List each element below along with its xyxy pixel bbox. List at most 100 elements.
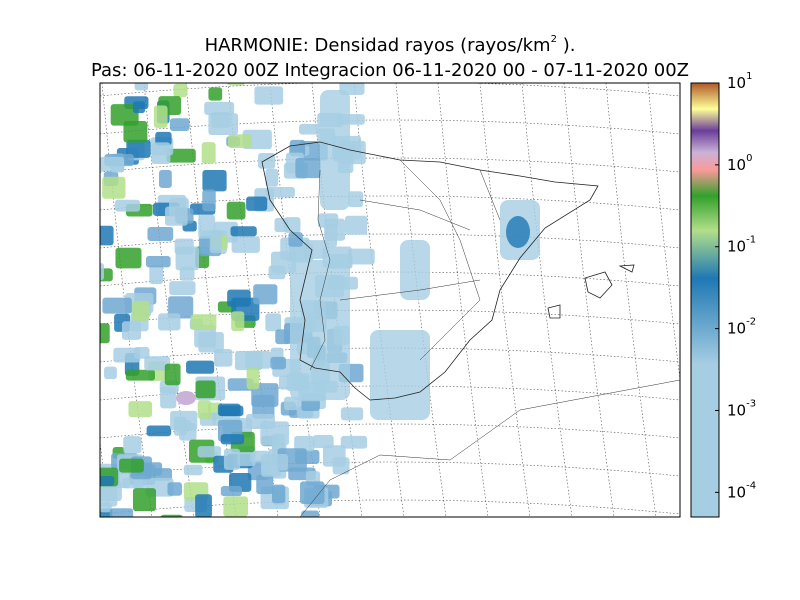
lightning-cell	[345, 215, 368, 235]
tick-exponent: 0	[746, 153, 752, 164]
lightning-cell	[217, 403, 241, 417]
lightning-cell	[100, 225, 114, 246]
meridian	[353, 83, 405, 517]
lightning-cell	[275, 329, 291, 345]
lightning-cell	[272, 433, 285, 451]
tick-exponent: -2	[746, 317, 756, 328]
lightning-cell	[100, 484, 118, 507]
colorbar	[690, 82, 720, 518]
map-frame	[99, 82, 681, 518]
lightning-cell	[132, 488, 157, 512]
lightning-cell	[245, 413, 275, 430]
lightning-cell	[165, 206, 188, 226]
lightning-cell	[289, 139, 306, 157]
lightning-cell	[347, 248, 375, 265]
lightning-cell	[227, 289, 251, 307]
meridian	[563, 83, 615, 517]
lightning-cell	[132, 101, 146, 114]
lightning-cell	[265, 313, 282, 332]
lightning-cell	[122, 477, 144, 489]
lightning-cell	[100, 156, 125, 172]
lightning-cell	[214, 348, 233, 367]
lightning-cell	[175, 419, 192, 431]
island	[547, 264, 635, 319]
lightning-cell	[149, 265, 164, 285]
lightning-cell	[230, 226, 257, 237]
lightning-cell	[223, 496, 248, 517]
lightning-cell	[284, 396, 300, 411]
lightning-cell	[246, 367, 260, 390]
lightning-cell	[102, 176, 126, 199]
meridian	[521, 83, 573, 517]
lightning-cell	[158, 169, 172, 188]
lightning-cell	[146, 425, 172, 437]
lightning-cell	[312, 435, 334, 449]
lightning-cell	[160, 386, 177, 409]
lightning-cell	[190, 314, 217, 331]
lightning-cell	[164, 363, 181, 386]
lightning-cell	[195, 380, 216, 399]
lightning-cell	[295, 158, 321, 179]
title-exponent: 2	[551, 34, 557, 45]
colorbar-tick-label: 10-3	[727, 398, 756, 419]
coastline	[261, 141, 599, 401]
lightning-area	[400, 240, 430, 300]
parallel	[100, 499, 680, 515]
tick-base: 10	[727, 319, 746, 337]
lightning-cell	[322, 445, 346, 467]
lightning-cell	[109, 508, 134, 517]
lightning-cell	[299, 124, 320, 135]
lightning-cell	[261, 454, 288, 471]
lightning-cell	[231, 311, 245, 332]
lightning-cell	[147, 227, 174, 242]
tick-base: 10	[727, 401, 746, 419]
lightning-cell	[166, 148, 196, 163]
lightning-cell	[198, 215, 216, 239]
parallel	[100, 347, 680, 363]
tick-base: 10	[727, 155, 746, 173]
lightning-cell	[223, 448, 241, 470]
lightning-cell	[123, 120, 148, 143]
lightning-cell	[270, 356, 286, 370]
lightning-cell	[153, 105, 168, 128]
lightning-cell	[197, 400, 212, 419]
meridian	[185, 83, 237, 517]
lightning-cell	[134, 83, 149, 91]
lightning-cell	[246, 196, 268, 211]
lightning-cell	[202, 170, 227, 192]
lightning-cell	[114, 199, 141, 212]
africa-coast	[299, 379, 680, 517]
lightning-cell	[175, 246, 200, 271]
lightning-cell	[100, 263, 105, 281]
map	[0, 83, 680, 517]
lightning-cell	[155, 131, 172, 146]
colorbar-tick-label: 100	[727, 153, 752, 174]
lightning-cell	[100, 323, 110, 344]
lightning-cell	[134, 347, 150, 359]
lightning-cell	[132, 300, 150, 321]
lightning-cell	[110, 104, 139, 126]
lightning-cell	[121, 321, 142, 340]
lightning-cell	[202, 189, 216, 212]
border	[309, 159, 501, 371]
lightning-cell	[167, 482, 182, 496]
lightning-cell	[254, 86, 284, 105]
lightning-cell	[301, 510, 320, 517]
lightning-cell	[208, 113, 239, 136]
lightning-cell	[194, 325, 217, 348]
meridian	[0, 83, 26, 517]
lightning-cell	[208, 87, 223, 101]
lightning-cell	[173, 83, 188, 98]
lightning-cell	[168, 296, 194, 319]
tick-base: 10	[727, 483, 746, 501]
lightning-cell	[186, 360, 215, 374]
tick-base: 10	[727, 237, 746, 255]
tick-exponent: -4	[746, 480, 756, 491]
lightning-cell	[340, 435, 368, 449]
lightning-cell	[265, 168, 279, 187]
lightning-cell	[100, 475, 115, 487]
lightning-cell	[274, 217, 288, 233]
lightning-cell	[125, 369, 155, 381]
lightning-cell	[115, 247, 142, 269]
